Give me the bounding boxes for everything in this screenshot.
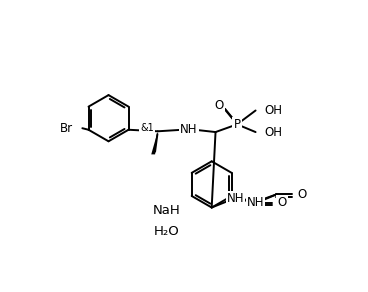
Text: Br: Br (60, 122, 73, 135)
Text: NaH: NaH (152, 204, 180, 217)
Text: O: O (215, 99, 224, 112)
Text: OH: OH (264, 126, 282, 139)
Text: NH: NH (247, 196, 264, 208)
Text: &1: &1 (140, 123, 154, 133)
Text: P: P (234, 118, 241, 131)
Text: O: O (297, 188, 307, 201)
Text: OH: OH (264, 104, 282, 117)
Text: NH: NH (227, 192, 244, 205)
Text: O: O (277, 197, 286, 209)
Polygon shape (151, 131, 158, 154)
Text: H₂O: H₂O (153, 225, 179, 238)
Text: NH: NH (180, 123, 197, 136)
